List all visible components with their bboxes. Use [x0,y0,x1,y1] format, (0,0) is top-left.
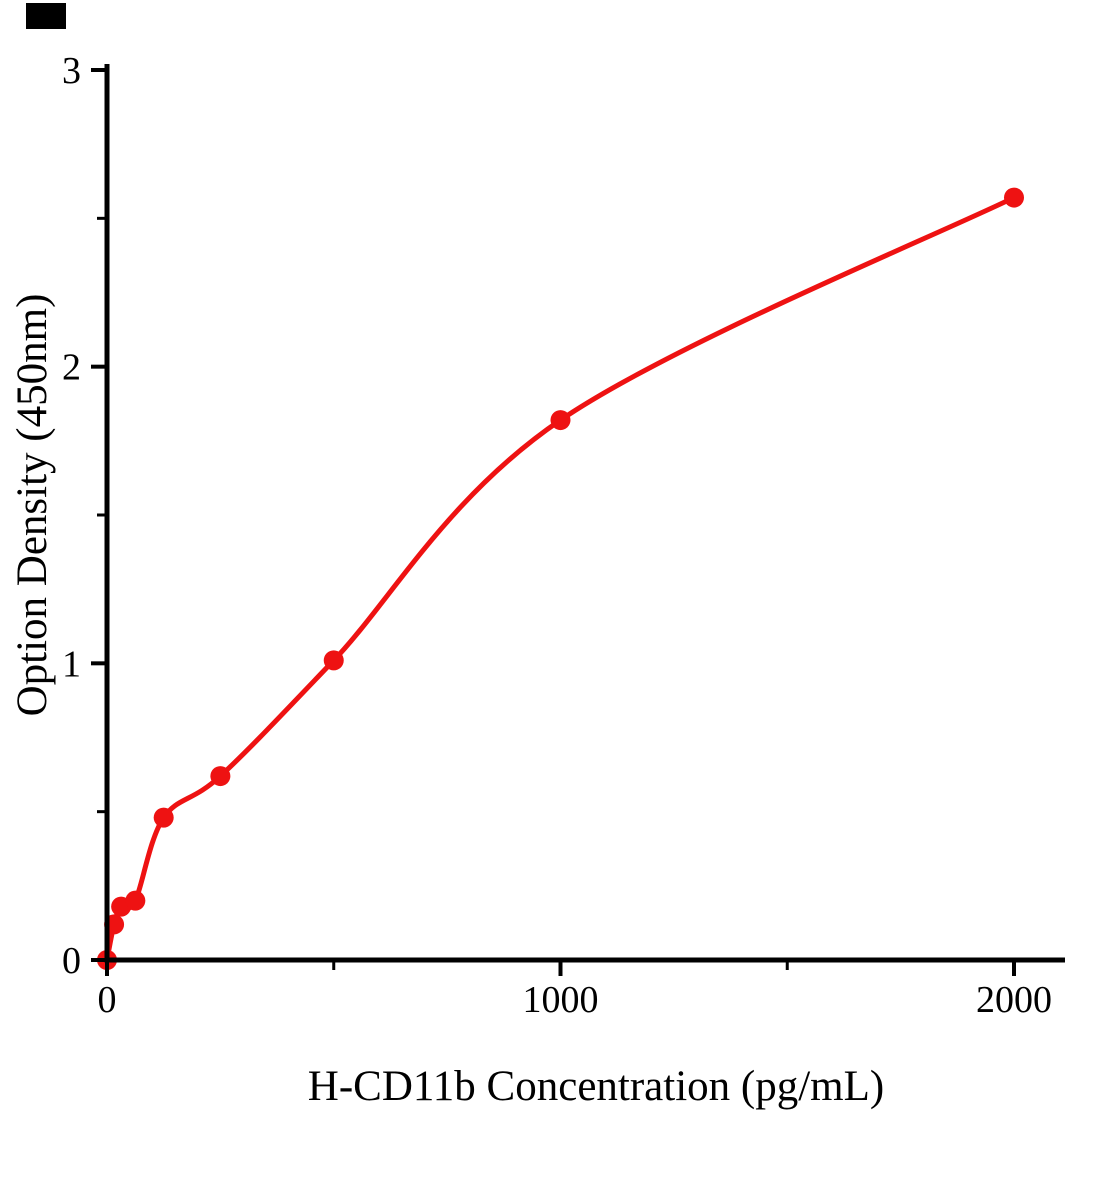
data-point [323,650,344,671]
fit-curve [104,195,1017,963]
data-point [550,410,571,431]
data-point [153,807,174,828]
y-axis-title: Option Density (450nm) [9,294,56,717]
y-tick-label: 0 [62,940,81,982]
plot-area: 0 1000 2000 0 1 2 3 [62,50,1065,1021]
data-point [1004,187,1024,208]
data-point [125,890,146,911]
x-tick-label: 1000 [523,979,599,1021]
corner-artifact [26,3,66,29]
y-tick-label: 1 [62,643,81,685]
data-point [210,766,231,787]
x-tick-label: 2000 [976,979,1052,1021]
x-axis-title: H-CD11b Concentration (pg/mL) [308,1063,884,1110]
x-tick-label: 0 [98,979,117,1021]
y-tick-label: 3 [62,50,81,92]
y-tick-label: 2 [62,347,81,389]
